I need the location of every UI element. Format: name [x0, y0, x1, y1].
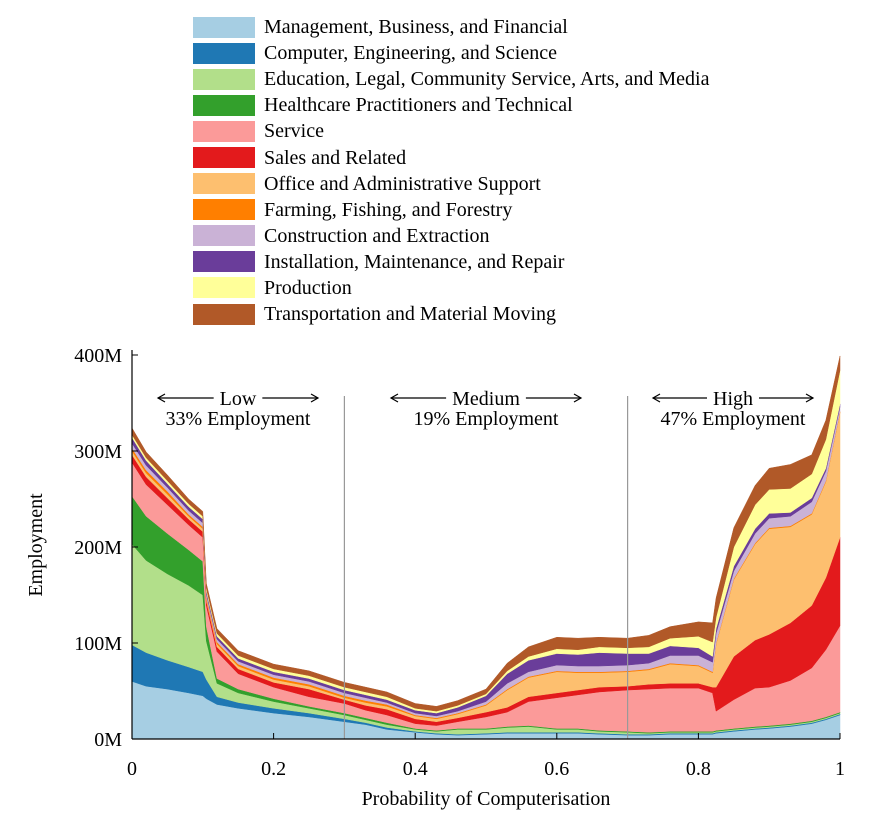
- chart-legend: Management, Business, and Financial Compu…: [193, 14, 709, 327]
- legend-item: Transportation and Material Moving: [193, 301, 709, 327]
- legend-item: Installation, Maintenance, and Repair: [193, 249, 709, 275]
- region-name-0: Low: [220, 388, 257, 410]
- legend-swatch: [193, 173, 255, 195]
- legend-label: Computer, Engineering, and Science: [264, 42, 557, 65]
- legend-label: Construction and Extraction: [264, 224, 490, 247]
- x-axis-label: Probability of Computerisation: [362, 788, 611, 810]
- legend-swatch: [193, 16, 255, 38]
- y-tick-label: 400M: [74, 345, 122, 367]
- legend-item: Production: [193, 275, 709, 301]
- y-axis-label: Employment: [25, 493, 47, 597]
- y-tick-label: 200M: [74, 537, 122, 559]
- legend-item: Computer, Engineering, and Science: [193, 40, 709, 66]
- region-name-2: High: [713, 388, 753, 410]
- axes: [131, 350, 840, 740]
- y-tick-label: 100M: [74, 633, 122, 655]
- legend-item: Healthcare Practitioners and Technical: [193, 92, 709, 118]
- region-share-0: 33% Employment: [166, 408, 311, 430]
- legend-label: Transportation and Material Moving: [264, 303, 557, 326]
- region-arrowhead-left: [651, 393, 661, 403]
- x-tick-label: 0.6: [544, 758, 569, 780]
- legend-item: Service: [193, 118, 709, 144]
- legend-label: Education, Legal, Community Service, Art…: [264, 68, 710, 91]
- x-tick-label: 0: [127, 758, 137, 780]
- legend-label: Office and Administrative Support: [264, 172, 541, 195]
- legend-swatch: [193, 68, 255, 90]
- legend-label: Service: [264, 120, 324, 143]
- x-tick-label: 0.2: [261, 758, 286, 780]
- legend-item: Sales and Related: [193, 144, 709, 170]
- legend-swatch: [193, 120, 255, 142]
- x-ticks: 0 0.2 0.4 0.6 0.8 1: [127, 733, 845, 780]
- legend-swatch: [193, 251, 255, 273]
- legend-swatch: [193, 225, 255, 247]
- x-tick-label: 1: [835, 758, 845, 780]
- region-arrowhead-right: [573, 393, 583, 403]
- region-arrowhead-right: [310, 393, 320, 403]
- region-share-2: 47% Employment: [661, 408, 806, 430]
- legend-item: Farming, Fishing, and Forestry: [193, 197, 709, 223]
- x-tick-label: 0.8: [686, 758, 711, 780]
- series-area-11: [131, 355, 841, 712]
- legend-swatch: [193, 147, 255, 169]
- legend-label: Installation, Maintenance, and Repair: [264, 250, 565, 273]
- legend-swatch: [193, 42, 255, 64]
- legend-item: Office and Administrative Support: [193, 171, 709, 197]
- y-tick-label: 0M: [94, 729, 122, 751]
- legend-label: Production: [264, 276, 352, 299]
- legend-swatch: [193, 199, 255, 221]
- region-arrowhead-left: [389, 393, 399, 403]
- y-ticks: 0M 100M 200M 300M 400M: [74, 345, 138, 751]
- x-tick-label: 0.4: [403, 758, 428, 780]
- region-name-1: Medium: [452, 388, 520, 410]
- region-arrowhead-right: [805, 393, 815, 403]
- legend-swatch: [193, 277, 255, 299]
- legend-item: Construction and Extraction: [193, 223, 709, 249]
- region-dividers: [343, 396, 629, 739]
- region-arrowhead-left: [156, 393, 166, 403]
- legend-item: Management, Business, and Financial: [193, 14, 709, 40]
- legend-swatch: [193, 303, 255, 325]
- legend-swatch: [193, 94, 255, 116]
- y-tick-label: 300M: [74, 441, 122, 463]
- legend-label: Management, Business, and Financial: [264, 16, 568, 39]
- legend-label: Farming, Fishing, and Forestry: [264, 198, 513, 221]
- legend-item: Education, Legal, Community Service, Art…: [193, 66, 709, 92]
- legend-label: Sales and Related: [264, 146, 407, 169]
- region-share-1: 19% Employment: [414, 408, 559, 430]
- legend-label: Healthcare Practitioners and Technical: [264, 94, 573, 117]
